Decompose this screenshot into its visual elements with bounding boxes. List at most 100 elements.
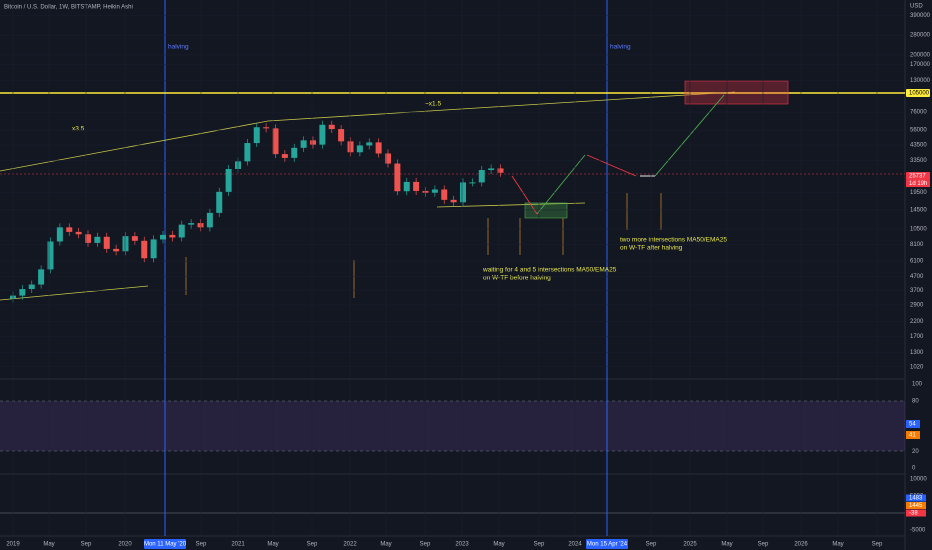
level-tag-label: 105000 [909,91,930,97]
price-tick-label: 43500 [910,143,927,149]
macd-tag-label: -38 [909,511,918,517]
time-label: Sep [872,542,883,548]
price-tick-label: 4700 [910,274,924,280]
target-zone [684,80,789,105]
price-tick-label: 390000 [910,13,931,19]
macd-tag-label: 1483 [909,496,923,502]
rsi-tick-label: 20 [912,449,919,455]
candle [263,127,270,129]
price-tick-label: 33500 [910,158,927,164]
price-tick-label: 8100 [910,242,924,248]
candle [216,191,223,213]
candle [478,170,485,183]
arrow [654,94,725,177]
price-tick-label: 280000 [910,33,931,39]
candle [28,284,35,290]
candle [113,248,120,252]
price-tick-label: 14500 [910,208,927,214]
highlight-date-label: Mon 15 Apr '24 [587,542,628,548]
candle [244,143,251,162]
annotation: x3.5 [72,126,85,133]
price-tick-label: 10500 [910,227,927,233]
candle [66,227,73,232]
price-tick-label: 1020 [910,364,924,370]
candle [131,236,138,241]
candle [47,241,54,270]
candle [338,129,345,142]
candle [497,168,504,173]
last-tag-label: 25737 [909,174,926,180]
candle [356,145,363,153]
time-label: 2020 [118,542,132,548]
last-tag [906,172,930,181]
time-label: Sep [420,542,431,548]
annotation: ~x1.5 [425,101,441,108]
price-tick-label: 3700 [910,288,924,294]
candle [319,124,326,145]
rsi-tick-label: 0 [912,466,916,472]
candle [281,154,288,158]
price-tick-label: 130000 [910,78,931,84]
time-label: 2021 [231,542,245,548]
candle [197,223,204,228]
macd-tick-label: 10000 [910,477,927,483]
signal-arrows [185,193,662,298]
candle [431,189,438,193]
arrow [511,175,538,215]
candle [75,231,82,235]
time-label: Sep [758,542,769,548]
time-label: Sep [196,542,207,548]
candle [19,289,26,296]
candle [150,239,157,259]
macd-tag [906,494,926,502]
price-tick-label: 2900 [910,303,924,309]
candle [422,190,429,193]
trend-line [436,202,586,208]
candle [291,147,298,158]
macd-tag [906,509,926,517]
time-label: Sep [81,542,92,548]
time-label: 2025 [683,542,697,548]
rsi-tag-label: 41 [909,433,916,439]
candle [403,181,410,192]
candle [394,163,401,192]
highlight-date [586,539,628,549]
candle [188,223,195,225]
candle [366,142,373,146]
macd-tag-label: 1445 [909,503,923,509]
annotation: two more intersections MA50/EMA25 [620,237,727,244]
time-label: Sep [646,542,657,548]
countdown-label: 1d 19h [909,181,927,187]
time-label: May [380,542,391,548]
candle [85,234,91,243]
price-tick-label: 170000 [910,62,931,68]
time-label: May [832,542,843,548]
rsi-tick-label: 100 [912,382,923,388]
axis-unit: USD [910,4,923,10]
candle [450,199,457,203]
chart-title: Bitcoin / U.S. Dollar, 1W, BITSTAMP, Hei… [4,5,133,11]
level-tag [906,89,930,97]
candle [385,153,391,164]
time-label: Sep [534,542,545,548]
trend-line [267,91,736,122]
candle [300,140,307,148]
annotation: on W-TF after halving [620,245,683,252]
price-tick-label: 200000 [910,53,931,59]
price-tick-label: 1700 [910,334,924,340]
time-label: 2022 [343,542,357,548]
rsi-tag [906,431,920,439]
price-tick-label: 76000 [910,110,927,116]
rsi-tag-label: 54 [909,422,916,428]
rsi-band [0,401,905,451]
annotation: on W-TF before halving [483,275,551,282]
arrow [586,154,637,177]
candle [122,236,129,252]
candle [253,127,260,144]
candle [441,189,448,200]
time-label: May [493,542,504,548]
time-label: Sep [307,542,318,548]
trend-line [0,120,269,172]
highlight-date-label: Mon 11 May '20 [144,542,187,548]
